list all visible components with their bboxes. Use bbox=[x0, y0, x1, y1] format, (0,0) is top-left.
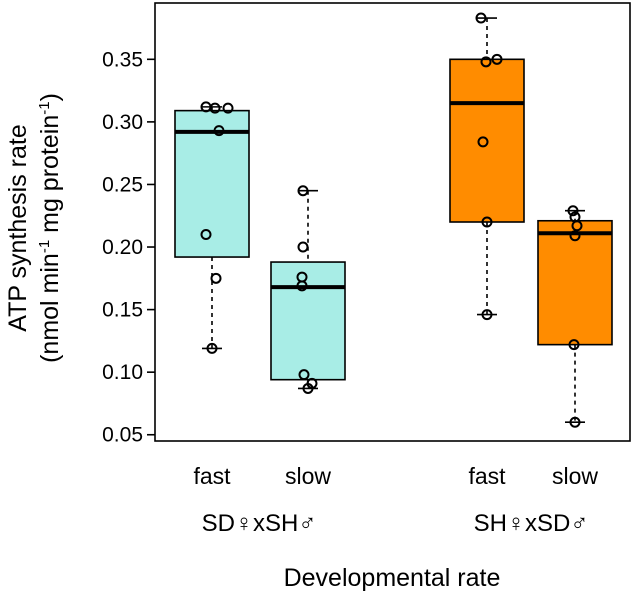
data-point-1-1-5 bbox=[569, 416, 581, 428]
y-tick-label-2: 0.15 bbox=[102, 299, 143, 322]
y-tick-label-5: 0.30 bbox=[102, 111, 143, 134]
x-axis-title: Developmental rate bbox=[284, 564, 501, 592]
box-0-1 bbox=[270, 261, 346, 381]
category-label-1-1: slow bbox=[552, 463, 598, 489]
data-point-0-0-1 bbox=[209, 102, 221, 114]
data-point-0-0-6 bbox=[206, 342, 218, 354]
y-tick-label-0: 0.05 bbox=[102, 424, 143, 447]
data-point-1-0-5 bbox=[481, 309, 493, 321]
y-tick-label-4: 0.25 bbox=[102, 173, 143, 196]
data-point-0-1-6 bbox=[302, 382, 314, 394]
y-axis-title-part3: ) bbox=[36, 93, 64, 101]
data-point-1-1-4 bbox=[568, 339, 580, 351]
box-0-0 bbox=[174, 109, 250, 258]
y-tick-label-6: 0.35 bbox=[102, 48, 143, 71]
y-axis-title-sup1: -1 bbox=[36, 240, 53, 253]
y-axis-title-part1: (nmol min bbox=[36, 253, 64, 363]
data-point-0-0-5 bbox=[210, 272, 222, 284]
data-point-1-0-1 bbox=[491, 53, 503, 65]
box-1-1 bbox=[537, 219, 613, 346]
data-point-0-0-4 bbox=[200, 229, 212, 241]
y-tick-label-3: 0.20 bbox=[102, 236, 143, 259]
data-point-1-0-3 bbox=[477, 136, 489, 148]
y-tick-label-1: 0.10 bbox=[102, 361, 143, 384]
data-point-0-1-1 bbox=[297, 241, 309, 253]
category-label-0-0: fast bbox=[193, 463, 231, 489]
y-axis-title-line2: (nmol min-1 mg protein-1) bbox=[36, 93, 64, 363]
y-axis-title-sup2: -1 bbox=[36, 101, 53, 114]
data-point-0-1-0 bbox=[297, 185, 309, 197]
group-label-0: SD♀xSH♂ bbox=[202, 510, 317, 537]
data-point-1-0-0 bbox=[475, 12, 487, 24]
data-point-1-0-2 bbox=[480, 56, 492, 68]
data-point-0-0-2 bbox=[222, 102, 234, 114]
data-point-1-1-2 bbox=[571, 220, 583, 232]
data-point-1-0-4 bbox=[481, 216, 493, 228]
data-point-1-1-0 bbox=[567, 205, 579, 217]
data-point-0-0-3 bbox=[213, 125, 225, 137]
data-point-1-1-3 bbox=[569, 230, 581, 242]
category-label-0-1: slow bbox=[285, 463, 331, 489]
y-axis-title-line1: ATP synthesis rate bbox=[4, 124, 32, 332]
y-axis-title-part2: mg protein bbox=[36, 115, 64, 240]
category-label-1-0: fast bbox=[468, 463, 506, 489]
group-label-1: SH♀xSD♂ bbox=[474, 510, 589, 537]
plot-frame bbox=[154, 2, 631, 442]
plot-area: 0.05 0.10 0.15 0.20 0.25 0.30 0.35 fast slow SD♀x… bbox=[102, 2, 631, 537]
data-point-0-1-4 bbox=[298, 369, 310, 381]
data-point-0-1-3 bbox=[296, 280, 308, 292]
